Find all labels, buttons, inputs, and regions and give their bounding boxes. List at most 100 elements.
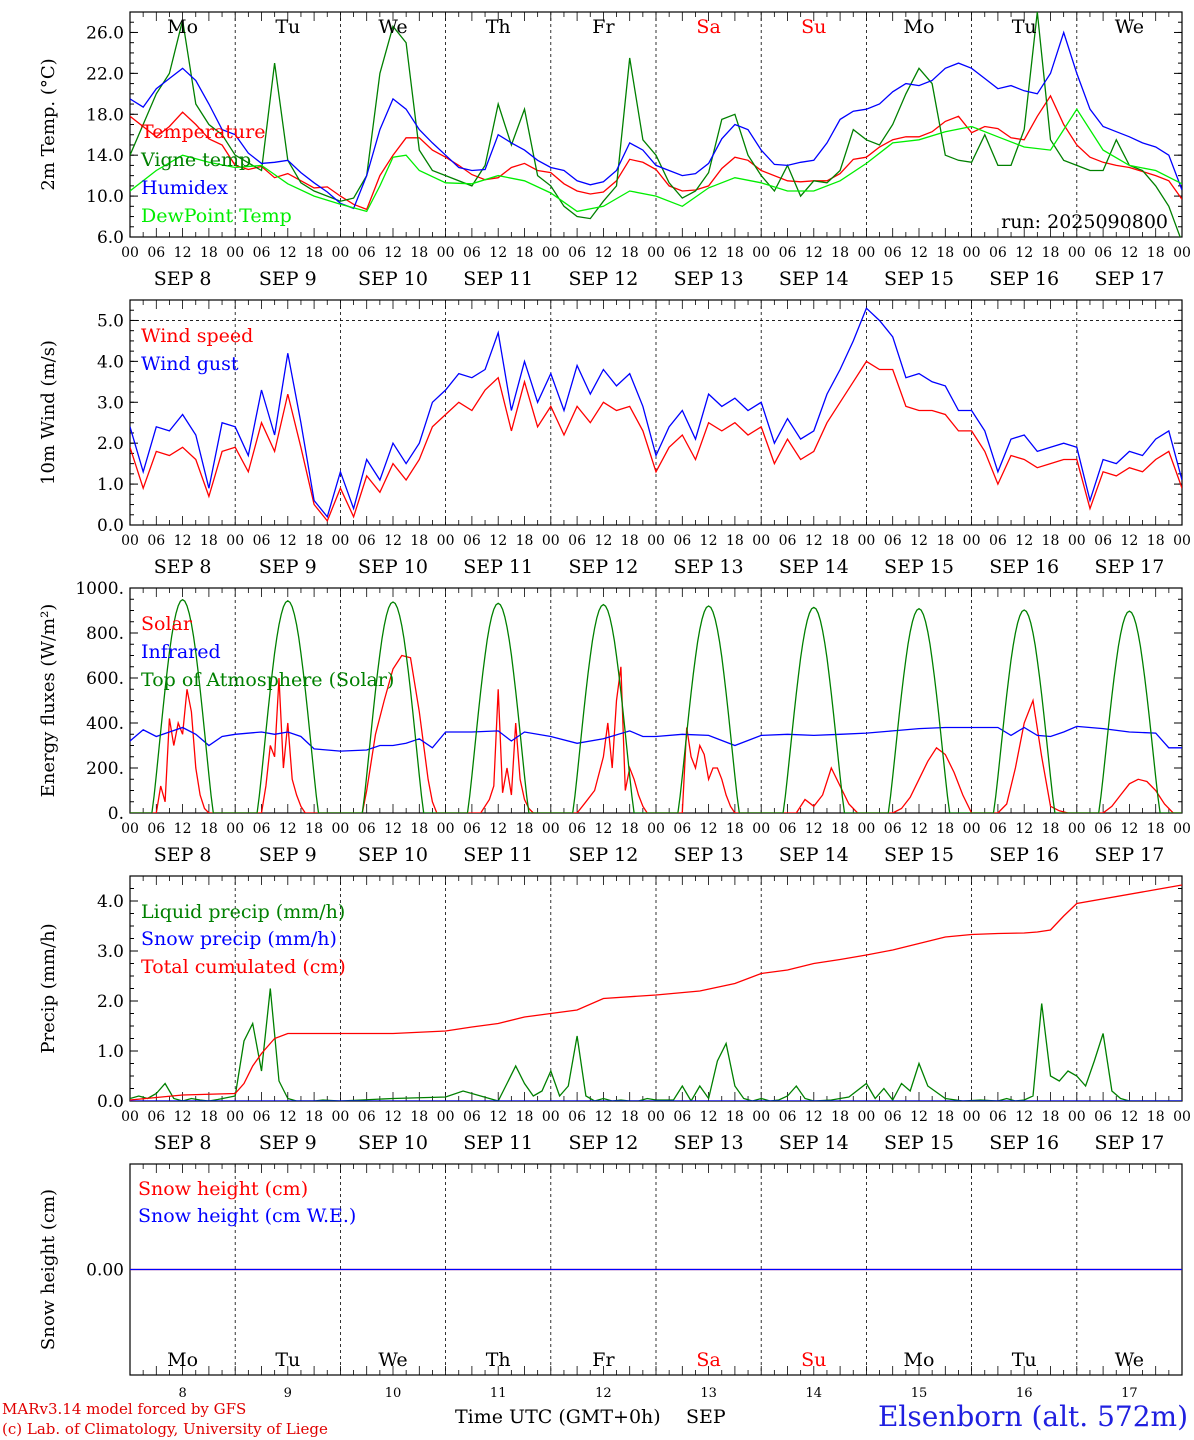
day-abbr-label: Tu — [275, 1349, 300, 1371]
hour-tick-label: 06 — [253, 245, 271, 261]
hour-tick-label: 18 — [305, 821, 323, 837]
day-number-label: 17 — [1121, 1386, 1138, 1401]
hour-tick-label: 12 — [489, 245, 507, 261]
x-axis-unit: SEP — [686, 1406, 726, 1428]
legend-entry: Total cumulated (cm) — [141, 956, 346, 978]
y-tick-label: 2.0 — [97, 434, 124, 454]
hour-tick-label: 06 — [147, 533, 165, 549]
day-number-label: 14 — [806, 1386, 823, 1401]
hour-tick-label: 12 — [910, 533, 928, 549]
hour-tick-label: 18 — [936, 1109, 954, 1125]
hour-tick-label: 06 — [673, 1109, 691, 1125]
hour-tick-label: 18 — [516, 1109, 534, 1125]
hour-tick-label: 18 — [936, 245, 954, 261]
hour-tick-label: 18 — [831, 1109, 849, 1125]
hour-tick-label: 00 — [752, 245, 770, 261]
hour-tick-label: 12 — [279, 1109, 297, 1125]
hour-tick-label: 18 — [305, 245, 323, 261]
hour-tick-label: 00 — [647, 1109, 665, 1125]
date-label: SEP 16 — [989, 556, 1059, 578]
hour-tick-label: 00 — [226, 1109, 244, 1125]
series-humidex — [130, 30, 1182, 210]
series-temperature — [130, 94, 1182, 211]
hour-tick-label: 12 — [174, 1109, 192, 1125]
day-abbr-label: We — [378, 1349, 407, 1371]
legend-entry: Snow precip (mm/h) — [141, 928, 337, 950]
day-abbr-label: Tu — [275, 16, 300, 38]
hour-tick-label: 06 — [253, 533, 271, 549]
hour-tick-label: 00 — [1068, 245, 1086, 261]
hour-tick-label: 18 — [516, 533, 534, 549]
hour-tick-label: 06 — [779, 1109, 797, 1125]
series-vigne-temp — [130, 12, 1181, 237]
hour-tick-label: 18 — [1147, 821, 1165, 837]
hour-tick-label: 06 — [1094, 533, 1112, 549]
day-abbr-label: Su — [801, 1349, 826, 1371]
hour-tick-label: 18 — [200, 533, 218, 549]
y-tick-label: 0.0 — [97, 516, 124, 536]
hour-tick-label: 06 — [147, 245, 165, 261]
hour-tick-label: 06 — [779, 245, 797, 261]
hour-tick-label: 06 — [358, 821, 376, 837]
hour-tick-label: 06 — [568, 821, 586, 837]
y-tick-label: 0.00 — [86, 1261, 124, 1281]
hour-tick-label: 18 — [1042, 533, 1060, 549]
hour-tick-label: 12 — [700, 245, 718, 261]
day-abbr-label: We — [378, 16, 407, 38]
hour-tick-label: 06 — [673, 533, 691, 549]
date-label: SEP 16 — [989, 268, 1059, 290]
credit-model: MARv3.14 model forced by GFS — [2, 1400, 247, 1418]
day-abbr-label: Th — [486, 1349, 511, 1371]
y-axis-label: Energy fluxes (W/m²) — [38, 604, 59, 798]
hour-tick-label: 18 — [1042, 1109, 1060, 1125]
date-label: SEP 14 — [779, 556, 849, 578]
hour-tick-label: 06 — [673, 821, 691, 837]
hour-tick-label: 06 — [673, 245, 691, 261]
hour-tick-label: 12 — [1120, 245, 1138, 261]
hour-tick-label: 12 — [805, 1109, 823, 1125]
hour-tick-label: 00 — [1068, 1109, 1086, 1125]
legend-entry: Snow height (cm) — [138, 1178, 308, 1200]
hour-tick-label: 12 — [279, 245, 297, 261]
hour-tick-label: 12 — [1120, 1109, 1138, 1125]
hour-tick-label: 06 — [884, 245, 902, 261]
hour-tick-label: 12 — [489, 821, 507, 837]
hour-tick-label: 00 — [542, 821, 560, 837]
hour-tick-label: 06 — [884, 1109, 902, 1125]
y-tick-label: 4.0 — [97, 892, 124, 912]
y-tick-label: 0. — [108, 804, 124, 824]
hour-tick-label: 00 — [857, 821, 875, 837]
hour-tick-label: 06 — [989, 533, 1007, 549]
hour-tick-label: 18 — [410, 1109, 428, 1125]
date-label: SEP 14 — [779, 268, 849, 290]
hour-tick-label: 18 — [1147, 1109, 1165, 1125]
y-tick-label: 10.0 — [86, 187, 124, 207]
hour-tick-label: 00 — [542, 1109, 560, 1125]
panel-5: 0.00 Snow height (cm) Snow height (cm) Snow… — [38, 1163, 1183, 1428]
day-abbr-label: Su — [801, 16, 826, 38]
hour-tick-label: 12 — [910, 821, 928, 837]
hour-tick-label: 00 — [331, 245, 349, 261]
hour-tick-label: 00 — [647, 533, 665, 549]
hour-tick-label: 06 — [989, 1109, 1007, 1125]
hour-tick-label: 00 — [1173, 821, 1191, 837]
legend-entry: Vigne temp — [140, 149, 251, 171]
date-label: SEP 13 — [674, 844, 744, 866]
hour-tick-label: 00 — [857, 533, 875, 549]
hour-tick-label: 06 — [463, 821, 481, 837]
hour-tick-label: 12 — [1015, 821, 1033, 837]
day-abbr-label: We — [1115, 16, 1144, 38]
date-label: SEP 17 — [1094, 268, 1164, 290]
hour-tick-label: 12 — [805, 533, 823, 549]
hour-tick-label: 00 — [752, 1109, 770, 1125]
hour-tick-label: 18 — [936, 821, 954, 837]
hour-tick-label: 18 — [200, 245, 218, 261]
date-label: SEP 12 — [568, 556, 638, 578]
date-label: SEP 10 — [358, 556, 428, 578]
hour-tick-label: 00 — [542, 533, 560, 549]
panel-1: 6.0 10.0 14.0 18.0 22.0 26.0 2m Temp. (°C) Temp… — [38, 11, 1191, 290]
hour-tick-label: 00 — [1068, 821, 1086, 837]
day-abbr-label: Tu — [1012, 16, 1037, 38]
hour-tick-label: 06 — [989, 821, 1007, 837]
hour-tick-label: 00 — [647, 245, 665, 261]
